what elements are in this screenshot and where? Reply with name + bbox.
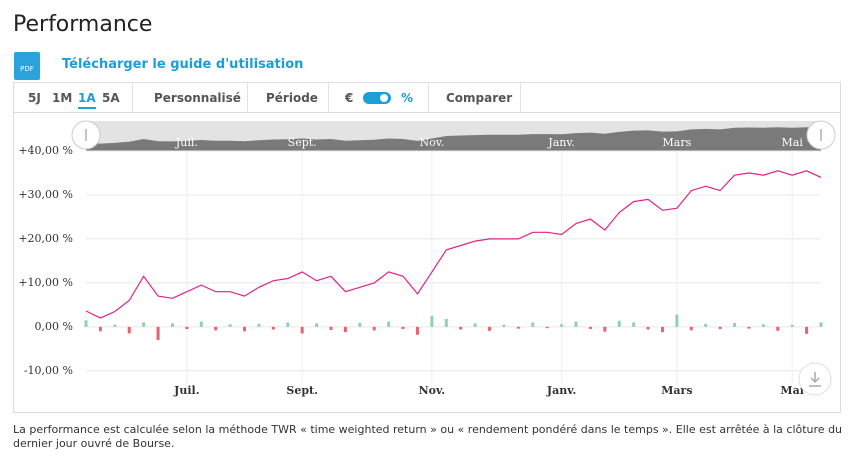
bar — [127, 326, 131, 334]
bar — [531, 322, 535, 327]
performance-line — [85, 170, 822, 319]
x-tick-label: Juil. — [173, 384, 199, 397]
page-title: Performance — [13, 12, 153, 37]
bar — [488, 326, 492, 331]
bar — [718, 326, 722, 330]
bar — [545, 326, 549, 329]
bar — [646, 326, 650, 330]
range-button-active[interactable]: 1A — [78, 91, 96, 109]
separator — [247, 83, 248, 112]
navigator-label: Sept. — [288, 136, 317, 149]
bar — [358, 322, 362, 327]
bar — [790, 324, 794, 327]
bar — [776, 326, 780, 331]
x-tick-label: Mai — [780, 384, 803, 397]
bar — [588, 326, 592, 330]
range-button[interactable]: 5J — [28, 91, 41, 105]
bar — [761, 324, 765, 327]
bar — [516, 326, 520, 329]
bar — [675, 314, 679, 327]
separator — [428, 83, 429, 112]
bar — [372, 326, 376, 331]
bar — [315, 323, 319, 327]
currency-label: € — [345, 91, 354, 105]
separator — [520, 83, 521, 112]
unit-toggle[interactable] — [363, 92, 391, 104]
bar — [747, 326, 751, 329]
bar — [444, 318, 448, 327]
bar — [430, 315, 434, 327]
custom-button[interactable]: Personnalisé — [154, 91, 241, 105]
bar — [84, 320, 88, 327]
x-tick-label: Mars — [661, 384, 692, 397]
navigator-label: Janv. — [547, 136, 574, 149]
bar — [689, 326, 693, 331]
bar — [214, 326, 218, 331]
y-tick-label: 0,00 % — [35, 320, 73, 333]
bar — [574, 321, 578, 327]
bar — [300, 326, 304, 334]
bar — [98, 326, 102, 332]
bar — [632, 322, 636, 327]
bar — [113, 324, 117, 327]
toggle-knob — [380, 94, 388, 102]
guide-link[interactable]: Télécharger le guide d'utilisation — [62, 57, 304, 72]
bar — [473, 323, 477, 327]
separator — [328, 83, 329, 112]
pdf-icon[interactable]: PDF — [14, 52, 40, 80]
bar — [401, 326, 405, 330]
download-icon — [809, 372, 821, 387]
bar — [387, 321, 391, 327]
chart: Juil. Sept. Nov. Janv. Mars Mai -10,00 % 0,00 … — [18, 120, 836, 397]
y-tick-label: +10,00 % — [18, 276, 73, 289]
bar — [329, 326, 333, 330]
bar — [819, 322, 823, 327]
percent-label: % — [401, 91, 414, 105]
bar — [343, 326, 347, 333]
bar — [704, 323, 708, 327]
bar — [415, 326, 419, 335]
period-button[interactable]: Période — [266, 91, 318, 105]
compare-button[interactable]: Comparer — [446, 91, 513, 105]
toolbar: 5J 1M 1A 5A Personnalisé Période € % Com… — [13, 82, 841, 112]
bar — [142, 322, 146, 327]
bar — [603, 326, 607, 332]
separator — [132, 83, 133, 112]
navigator-label: Nov. — [420, 136, 445, 149]
y-tick-label: -10,00 % — [24, 364, 73, 377]
navigator-label: Mars — [663, 136, 692, 149]
chart-container: Juil. Sept. Nov. Janv. Mars Mai -10,00 % 0,00 … — [13, 112, 841, 413]
y-tick-label: +40,00 % — [18, 144, 73, 157]
x-tick-label: Janv. — [546, 384, 576, 397]
range-button[interactable]: 5A — [102, 91, 120, 105]
bar — [560, 324, 564, 327]
y-tick-label: +20,00 % — [18, 232, 73, 245]
footnote: La performance est calculée selon la mét… — [13, 423, 843, 450]
bar — [170, 323, 174, 327]
bar — [805, 326, 809, 334]
bar — [185, 326, 189, 330]
range-button[interactable]: 1M — [52, 91, 73, 105]
navigator-label: Juil. — [175, 136, 198, 149]
bar — [502, 324, 506, 327]
bar — [660, 326, 664, 333]
navigator-label: Mai — [782, 136, 804, 149]
bar — [271, 326, 275, 330]
bar — [228, 324, 232, 327]
navigator-area — [86, 127, 821, 151]
bar — [733, 322, 737, 327]
bar — [617, 320, 621, 327]
bar — [257, 323, 261, 327]
bar — [156, 326, 160, 341]
bar — [286, 322, 290, 327]
x-tick-label: Nov. — [419, 384, 446, 397]
bar — [243, 326, 247, 332]
x-tick-label: Sept. — [286, 384, 318, 397]
bar — [459, 326, 463, 330]
bar — [199, 321, 203, 327]
y-tick-label: +30,00 % — [18, 188, 73, 201]
